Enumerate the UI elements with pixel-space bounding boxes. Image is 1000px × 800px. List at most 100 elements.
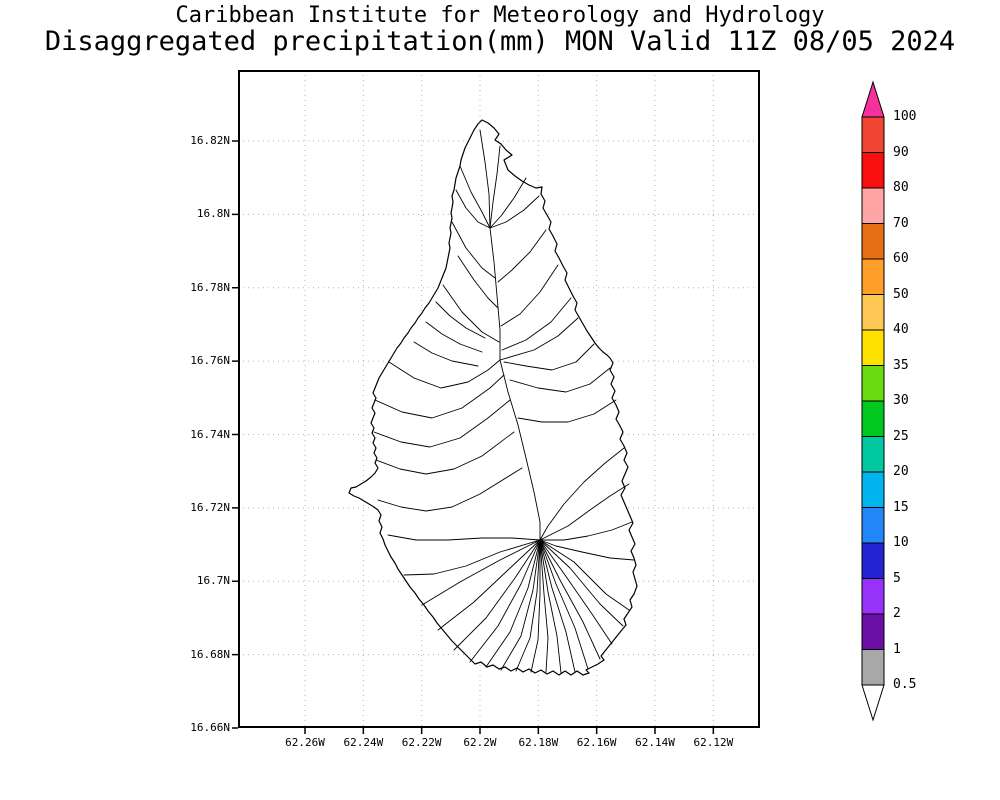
drainage-line bbox=[515, 539, 541, 672]
colorbar-segment bbox=[861, 329, 885, 366]
colorbar-segment bbox=[861, 187, 885, 224]
colorbar-segment bbox=[861, 400, 885, 437]
drainage-line bbox=[499, 359, 541, 541]
colorbar-label: 20 bbox=[893, 464, 909, 479]
drainage-line bbox=[500, 539, 541, 671]
colorbar-segment bbox=[861, 578, 885, 615]
drainage-line bbox=[539, 539, 630, 611]
colorbar-arrow-top-icon bbox=[861, 80, 885, 118]
colorbar-label: 70 bbox=[893, 215, 909, 231]
x-axis-label: 62.16W bbox=[576, 736, 617, 749]
x-axis-label: 62.24W bbox=[343, 736, 384, 749]
colorbar-segment bbox=[861, 116, 885, 153]
y-axis-label: 16.72N bbox=[190, 500, 230, 514]
drainage-line bbox=[539, 539, 589, 670]
colorbar-label: 80 bbox=[893, 180, 909, 195]
drainage-line bbox=[539, 539, 613, 645]
drainage-line bbox=[435, 301, 486, 339]
x-axis-label: 62.2W bbox=[463, 736, 497, 749]
y-axis-label: 16.66N bbox=[190, 721, 230, 734]
drainage-line bbox=[403, 539, 541, 576]
drainage-line bbox=[517, 399, 617, 423]
colorbar bbox=[861, 80, 885, 722]
y-axis-label: 16.8N bbox=[196, 207, 230, 221]
drainage-line bbox=[539, 539, 635, 561]
drainage-line bbox=[413, 341, 479, 367]
drainage-line bbox=[442, 284, 500, 343]
colorbar-segment bbox=[861, 294, 885, 331]
drainage-line bbox=[457, 255, 499, 309]
y-axis-label: 16.78N bbox=[190, 280, 230, 294]
drainage-line bbox=[425, 321, 483, 353]
drainage-line bbox=[387, 534, 541, 541]
x-axis-label: 62.22W bbox=[401, 736, 442, 749]
colorbar-segment bbox=[861, 471, 885, 508]
drainage-line bbox=[421, 539, 541, 606]
y-axis-label: 16.7N bbox=[196, 574, 230, 588]
axis-ticks bbox=[232, 140, 715, 734]
drainage-line bbox=[509, 367, 611, 393]
colorbar-label: 0.5 bbox=[893, 677, 917, 692]
plot-frame bbox=[238, 70, 760, 728]
colorbar-segment bbox=[861, 507, 885, 544]
x-axis-label: 62.26W bbox=[285, 736, 325, 749]
colorbar-segment bbox=[861, 542, 885, 579]
drainage-line bbox=[437, 539, 541, 631]
colorbar-label: 25 bbox=[893, 428, 909, 444]
drainage-line bbox=[539, 539, 624, 627]
title-line-2: Disaggregated precipitation(mm) MON Vali… bbox=[44, 26, 956, 57]
colorbar-segment bbox=[861, 649, 885, 686]
drainage-line bbox=[388, 359, 501, 389]
drainage-line bbox=[499, 317, 579, 361]
drainage-line bbox=[377, 467, 523, 512]
colorbar-label: 60 bbox=[893, 251, 909, 266]
drainage-line bbox=[451, 221, 496, 279]
x-axis-label: 62.14W bbox=[635, 736, 675, 749]
colorbar-label: 2 bbox=[893, 606, 901, 621]
drainage-line bbox=[530, 539, 541, 673]
colorbar-label: 5 bbox=[893, 570, 901, 586]
x-axis-label: 62.18W bbox=[518, 736, 559, 749]
colorbar-label: 15 bbox=[893, 499, 909, 515]
drainage-line bbox=[503, 343, 595, 371]
drainage-line bbox=[479, 129, 491, 229]
drainage-line bbox=[489, 227, 501, 361]
island-coastline bbox=[348, 119, 638, 676]
colorbar-segment bbox=[861, 613, 885, 650]
drainage-line bbox=[374, 374, 505, 419]
colorbar-label: 10 bbox=[893, 535, 909, 550]
map-plot-area bbox=[232, 70, 760, 734]
drainage-line bbox=[459, 165, 491, 229]
colorbar-label: 90 bbox=[893, 144, 909, 160]
drainage-network bbox=[373, 129, 635, 674]
colorbar-label: 30 bbox=[893, 393, 909, 408]
drainage-line bbox=[539, 539, 601, 660]
drainage-line bbox=[539, 521, 633, 541]
drainage-line bbox=[539, 483, 630, 541]
colorbar-svg bbox=[861, 80, 885, 722]
drainage-line bbox=[501, 297, 572, 351]
drainage-line bbox=[539, 539, 576, 673]
y-axis-label: 16.74N bbox=[190, 427, 230, 441]
y-axis-label: 16.76N bbox=[190, 354, 230, 368]
x-axis-label: 62.12W bbox=[693, 736, 734, 749]
drainage-line bbox=[453, 539, 541, 651]
colorbar-label: 50 bbox=[893, 286, 909, 302]
drainage-line bbox=[489, 177, 527, 229]
drainage-line bbox=[500, 264, 559, 327]
drainage-line bbox=[455, 189, 491, 229]
colorbar-label: 1 bbox=[893, 641, 901, 657]
drainage-line bbox=[539, 539, 562, 674]
colorbar-segment bbox=[861, 436, 885, 473]
title-line-1: Caribbean Institute for Meteorology and … bbox=[175, 3, 825, 28]
drainage-line bbox=[539, 447, 625, 541]
drainage-line bbox=[489, 145, 501, 229]
drainage-line bbox=[497, 229, 547, 283]
drainage-line bbox=[485, 539, 541, 668]
colorbar-label: 40 bbox=[893, 322, 909, 337]
colorbar-segment bbox=[861, 152, 885, 189]
drainage-line bbox=[375, 431, 515, 475]
colorbar-label: 35 bbox=[893, 357, 909, 373]
y-axis-label: 16.68N bbox=[190, 647, 230, 661]
